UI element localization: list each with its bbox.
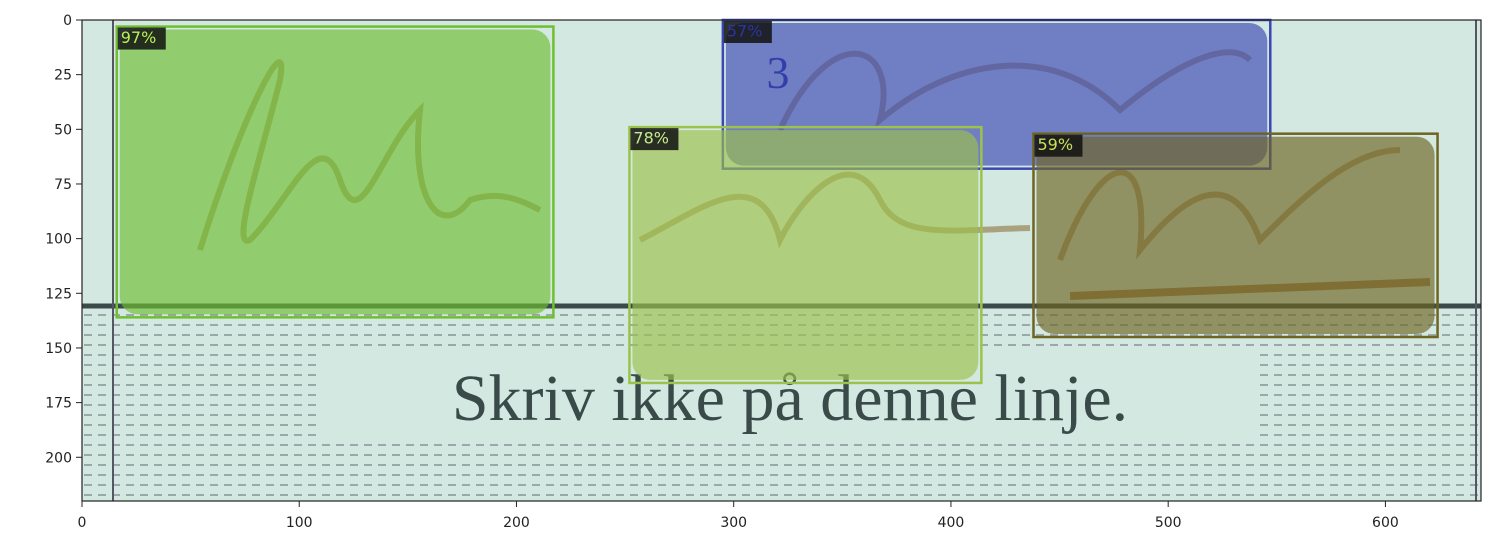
detection-box xyxy=(1032,132,1439,339)
y-tick-label: 200 xyxy=(45,450,72,466)
plot: 97% 57% 78% 59% xyxy=(115,18,1439,385)
axes-frame xyxy=(81,19,1482,502)
score-label: 78% xyxy=(633,129,669,148)
y-tick-label: 25 xyxy=(54,68,72,84)
score-background xyxy=(630,128,679,151)
detection-box xyxy=(115,25,555,319)
detection-mask xyxy=(632,130,979,380)
x-tick-label: 200 xyxy=(503,515,530,531)
score-background xyxy=(1034,134,1083,157)
y-tick-label: 125 xyxy=(45,286,72,302)
detection-mask xyxy=(725,23,1268,166)
x-tick-label: 0 xyxy=(78,515,87,531)
y-tick-label: 50 xyxy=(54,122,72,138)
detection-mask xyxy=(1036,136,1435,335)
y-tick-label: 0 xyxy=(63,13,72,29)
score-label: 97% xyxy=(121,28,157,47)
score-background xyxy=(117,27,166,50)
y-tick-label: 100 xyxy=(45,232,72,248)
x-tick-label: 100 xyxy=(286,515,313,531)
score-label: 59% xyxy=(1037,135,1073,154)
score-label: 57% xyxy=(727,22,763,41)
x-tick-label: 300 xyxy=(720,515,747,531)
x-tick-label: 400 xyxy=(938,515,965,531)
x-tick-label: 500 xyxy=(1155,515,1182,531)
detection-mask xyxy=(119,29,551,315)
y-tick-label: 75 xyxy=(54,177,72,193)
y-tick-label: 150 xyxy=(45,341,72,357)
detection-box xyxy=(628,125,983,385)
x-tick-label: 600 xyxy=(1372,515,1399,531)
score-background xyxy=(723,21,772,43)
y-tick-label: 175 xyxy=(45,396,72,412)
